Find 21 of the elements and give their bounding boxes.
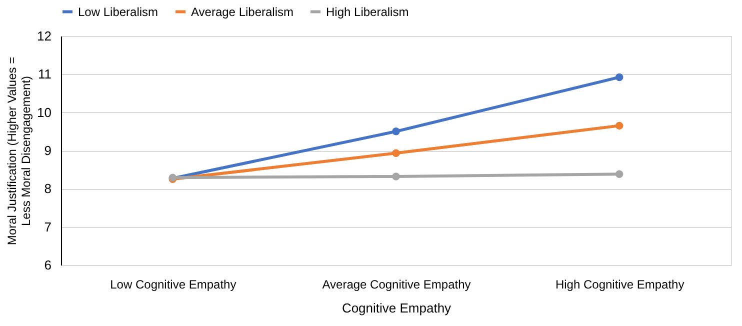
point xyxy=(392,128,400,136)
legend-label: Average Liberalism xyxy=(191,4,294,19)
legend-label: Low Liberalism xyxy=(78,4,158,19)
point xyxy=(615,122,624,130)
point xyxy=(392,172,400,180)
x-tick-label: Average Cognitive Empathy xyxy=(322,278,471,292)
point xyxy=(392,149,400,158)
y-axis-title: Moral Justification (Higher Values = Less Moral Disengagement) xyxy=(5,56,34,246)
y-tick-label: 11 xyxy=(38,66,52,82)
y-tick-label: 9 xyxy=(44,143,52,158)
y-tick-label: 12 xyxy=(37,28,52,44)
y-tick-label: 7 xyxy=(44,219,52,234)
point xyxy=(615,170,624,178)
x-tick-label: High Cognitive Empathy xyxy=(555,278,684,292)
y-tick-label: 8 xyxy=(44,181,52,196)
legend-label: High Liberalism xyxy=(326,4,409,19)
y-tick-label: 10 xyxy=(37,104,52,120)
y-tick-label: 6 xyxy=(44,258,52,272)
x-axis-title: Cognitive Empathy xyxy=(342,300,452,316)
x-tick-label: Low Cognitive Empathy xyxy=(110,278,236,292)
point xyxy=(615,73,624,82)
